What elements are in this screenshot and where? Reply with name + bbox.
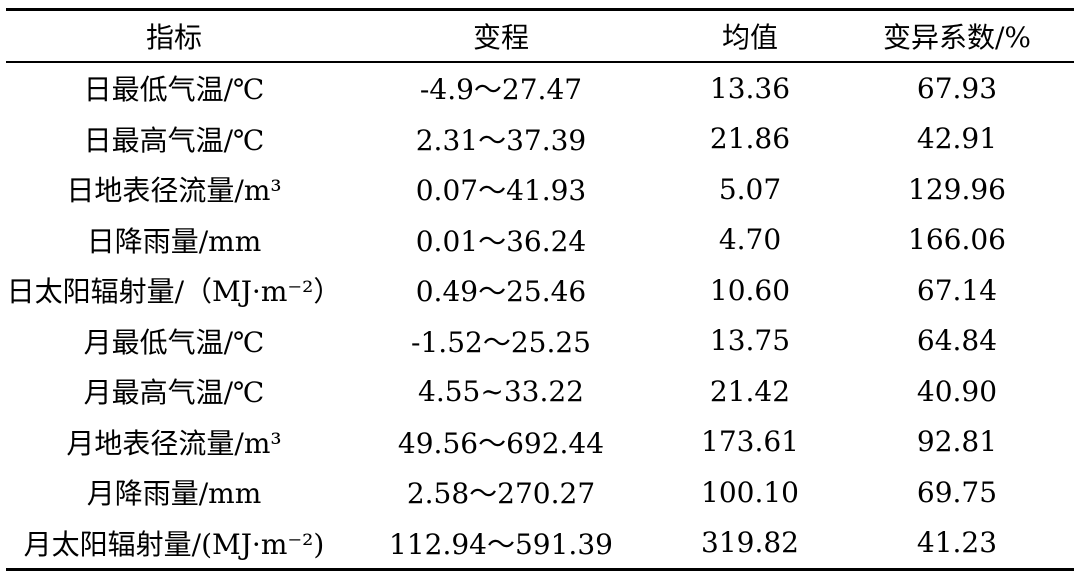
table-row: 日太阳辐射量/（MJ·m⁻²） 0.49～25.46 10.60 67.14 bbox=[6, 265, 1074, 316]
header-mean: 均值 bbox=[721, 21, 778, 54]
cell-indicator: 月最低气温/℃ bbox=[83, 325, 265, 359]
table-row: 月太阳辐射量/(MJ·m⁻²) 112.94～591.39 319.82 41.… bbox=[6, 518, 1074, 570]
table-header: 指标 变程 均值 变异系数/% bbox=[6, 9, 1074, 62]
cell-cv: 129.96 bbox=[908, 172, 1006, 206]
table-row: 月最高气温/℃ 4.55~33.22 21.42 40.90 bbox=[6, 366, 1074, 417]
cell-range: 0.01～36.24 bbox=[415, 224, 587, 258]
cell-indicator: 月降雨量/mm bbox=[86, 477, 262, 511]
header-cv: 变异系数/% bbox=[882, 21, 1032, 54]
table-row: 日最高气温/℃ 2.31～37.39 21.86 42.91 bbox=[6, 114, 1074, 165]
cell-indicator: 月最高气温/℃ bbox=[83, 376, 265, 410]
cell-indicator: 日地表径流量/m³ bbox=[66, 174, 282, 208]
cell-range: 112.94～591.39 bbox=[389, 527, 613, 561]
cell-indicator: 日太阳辐射量/（MJ·m⁻²） bbox=[6, 275, 342, 309]
cell-range: 0.49～25.46 bbox=[415, 275, 587, 309]
statistics-table: 指标 变程 均值 变异系数/% 日最低气温/℃ -4.9～27.47 13.36… bbox=[6, 8, 1074, 571]
cell-cv: 67.14 bbox=[916, 273, 998, 307]
cell-range: 49.56～692.44 bbox=[397, 426, 605, 460]
cell-range: 2.58～270.27 bbox=[406, 477, 596, 511]
cell-range: 2.31～37.39 bbox=[415, 123, 587, 157]
cell-cv: 42.91 bbox=[916, 122, 998, 156]
cell-indicator: 日降雨量/mm bbox=[86, 224, 262, 258]
cell-indicator: 月太阳辐射量/(MJ·m⁻²) bbox=[23, 527, 325, 561]
cell-mean: 4.70 bbox=[718, 223, 782, 257]
cell-mean: 319.82 bbox=[701, 526, 799, 560]
cell-mean: 173.61 bbox=[701, 425, 799, 459]
cell-indicator: 日最高气温/℃ bbox=[83, 123, 265, 157]
cell-mean: 100.10 bbox=[701, 475, 799, 509]
table-row: 月地表径流量/m³ 49.56～692.44 173.61 92.81 bbox=[6, 417, 1074, 468]
cell-range: 0.07～41.93 bbox=[415, 174, 587, 208]
cell-mean: 21.42 bbox=[709, 374, 791, 408]
cell-range: -4.9～27.47 bbox=[419, 73, 583, 107]
cell-mean: 13.75 bbox=[709, 324, 791, 358]
cell-cv: 69.75 bbox=[916, 475, 998, 509]
cell-cv: 41.23 bbox=[916, 526, 998, 560]
cell-indicator: 日最低气温/℃ bbox=[83, 73, 265, 107]
cell-cv: 92.81 bbox=[916, 425, 998, 459]
cell-cv: 166.06 bbox=[908, 223, 1006, 257]
cell-mean: 21.86 bbox=[709, 122, 791, 156]
cell-cv: 67.93 bbox=[916, 71, 998, 105]
table-row: 月降雨量/mm 2.58～270.27 100.10 69.75 bbox=[6, 467, 1074, 518]
cell-range: 4.55~33.22 bbox=[418, 374, 584, 408]
cell-range: -1.52～25.25 bbox=[411, 325, 591, 359]
header-range: 变程 bbox=[472, 21, 529, 54]
cell-cv: 40.90 bbox=[916, 374, 998, 408]
header-row: 指标 变程 均值 变异系数/% bbox=[6, 9, 1074, 62]
table-row: 日最低气温/℃ -4.9～27.47 13.36 67.93 bbox=[6, 62, 1074, 114]
table-body: 日最低气温/℃ -4.9～27.47 13.36 67.93 日最高气温/℃ 2… bbox=[6, 62, 1074, 570]
cell-cv: 64.84 bbox=[916, 324, 998, 358]
table-row: 日地表径流量/m³ 0.07～41.93 5.07 129.96 bbox=[6, 164, 1074, 215]
cell-mean: 10.60 bbox=[709, 273, 791, 307]
cell-mean: 5.07 bbox=[718, 172, 782, 206]
statistics-table-container: 指标 变程 均值 变异系数/% 日最低气温/℃ -4.9～27.47 13.36… bbox=[6, 8, 1074, 571]
cell-indicator: 月地表径流量/m³ bbox=[66, 426, 282, 460]
header-indicator: 指标 bbox=[145, 21, 202, 54]
table-row: 月最低气温/℃ -1.52～25.25 13.75 64.84 bbox=[6, 316, 1074, 367]
table-row: 日降雨量/mm 0.01～36.24 4.70 166.06 bbox=[6, 215, 1074, 266]
cell-mean: 13.36 bbox=[709, 71, 791, 105]
